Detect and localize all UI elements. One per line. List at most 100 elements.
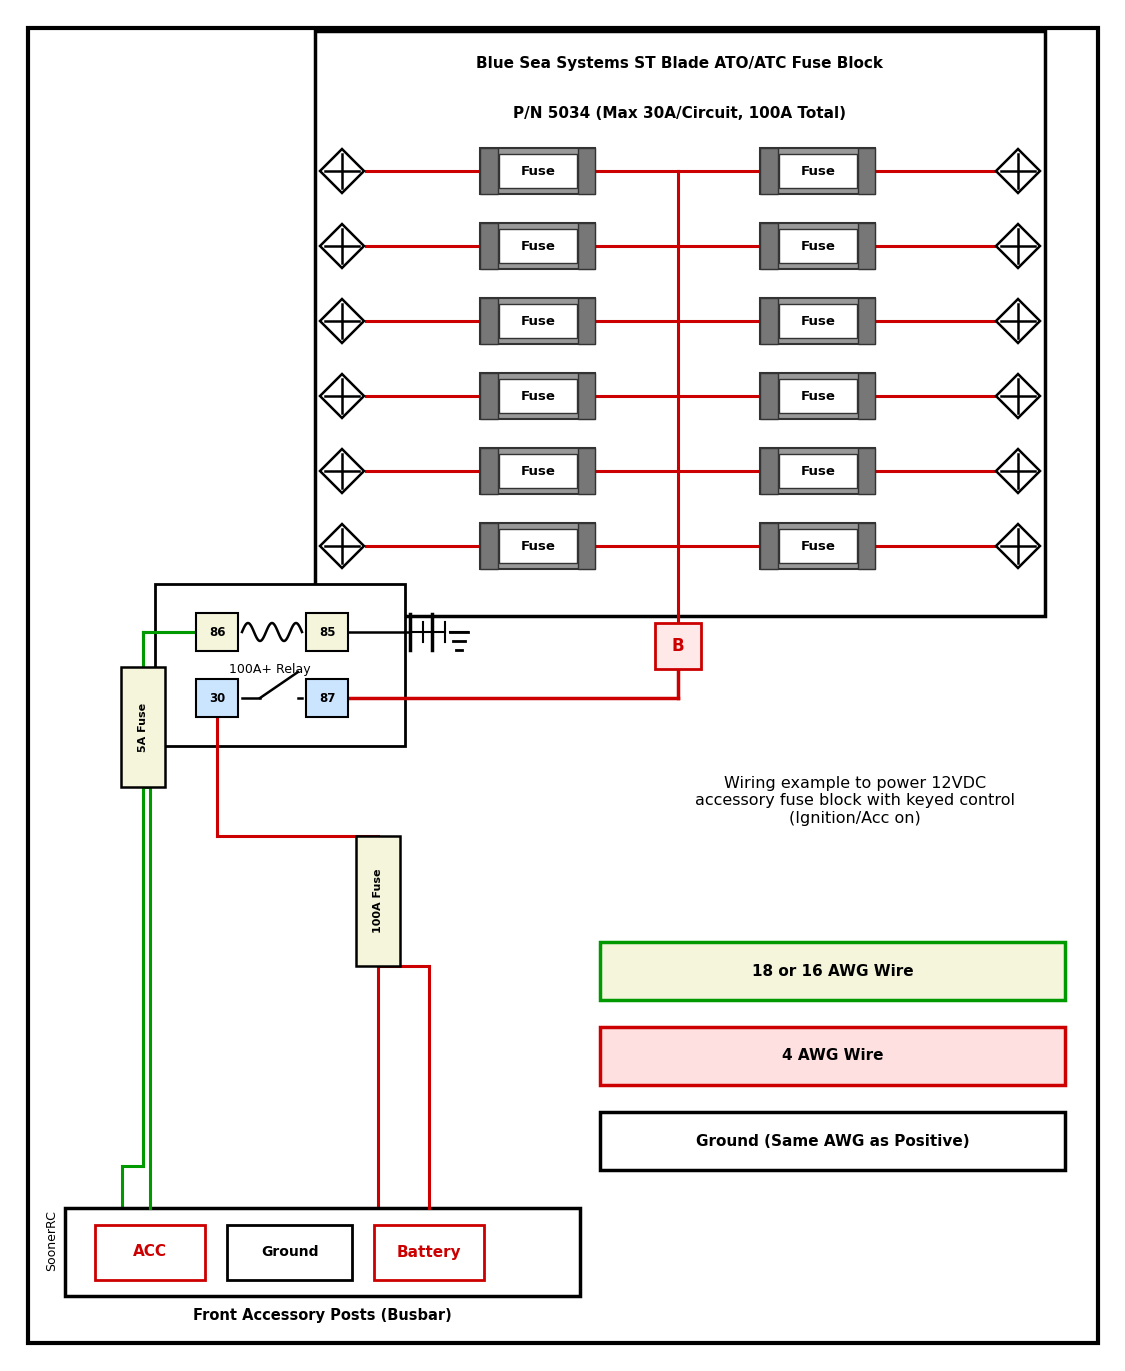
Bar [122, 668, 165, 787]
Bar [306, 613, 348, 651]
Bar [760, 298, 777, 344]
Text: Fuse: Fuse [521, 389, 556, 403]
Bar [778, 529, 857, 562]
Polygon shape [996, 149, 1040, 193]
Text: Ground: Ground [261, 1245, 318, 1259]
Bar [600, 1112, 1065, 1169]
Bar [480, 448, 595, 494]
Bar [196, 613, 238, 651]
Bar [480, 373, 595, 420]
Bar [480, 522, 497, 569]
Bar [858, 298, 875, 344]
Bar [760, 148, 875, 195]
Text: 87: 87 [318, 691, 335, 705]
Bar [760, 373, 777, 420]
Polygon shape [996, 299, 1040, 343]
Bar [480, 298, 497, 344]
Text: P/N 5034 (Max 30A/Circuit, 100A Total): P/N 5034 (Max 30A/Circuit, 100A Total) [513, 106, 846, 121]
Bar [306, 679, 348, 717]
Text: 4 AWG Wire: 4 AWG Wire [782, 1049, 883, 1064]
Polygon shape [996, 374, 1040, 418]
Text: 5A Fuse: 5A Fuse [138, 702, 148, 751]
Bar [374, 1224, 484, 1279]
Bar [155, 584, 405, 746]
Bar [480, 298, 595, 344]
Bar [760, 448, 875, 494]
Polygon shape [996, 524, 1040, 568]
Bar [315, 32, 1045, 616]
Polygon shape [319, 374, 364, 418]
Polygon shape [996, 223, 1040, 267]
Text: SoonerRC: SoonerRC [45, 1211, 58, 1271]
Bar [578, 373, 595, 420]
Text: Fuse: Fuse [521, 240, 556, 252]
Bar [578, 298, 595, 344]
Text: ACC: ACC [133, 1245, 166, 1260]
Text: 85: 85 [318, 625, 335, 639]
Text: 18 or 16 AWG Wire: 18 or 16 AWG Wire [752, 964, 914, 979]
Bar [480, 373, 497, 420]
Bar [778, 454, 857, 488]
Bar [600, 1027, 1065, 1084]
Bar [760, 298, 875, 344]
Text: Battery: Battery [397, 1245, 461, 1260]
Bar [578, 223, 595, 269]
Text: Fuse: Fuse [521, 314, 556, 328]
Text: 100A Fuse: 100A Fuse [374, 869, 382, 934]
Bar [480, 148, 595, 195]
Polygon shape [319, 149, 364, 193]
Bar [778, 229, 857, 263]
Bar [760, 223, 777, 269]
Polygon shape [996, 448, 1040, 494]
Bar [858, 373, 875, 420]
Text: 100A+ Relay: 100A+ Relay [229, 662, 310, 676]
Bar [858, 223, 875, 269]
Bar [578, 448, 595, 494]
Text: Fuse: Fuse [801, 314, 836, 328]
Bar [196, 679, 238, 717]
Bar [578, 522, 595, 569]
Bar [498, 529, 577, 562]
Bar [480, 148, 497, 195]
Bar [480, 522, 595, 569]
Text: Fuse: Fuse [801, 165, 836, 177]
Text: Blue Sea Systems ST Blade ATO/ATC Fuse Block: Blue Sea Systems ST Blade ATO/ATC Fuse B… [477, 56, 883, 71]
Bar [498, 380, 577, 413]
Bar [858, 448, 875, 494]
Bar [760, 448, 777, 494]
Text: Wiring example to power 12VDC
accessory fuse block with keyed control
(Ignition/: Wiring example to power 12VDC accessory … [695, 776, 1015, 825]
Bar [778, 380, 857, 413]
Text: Fuse: Fuse [801, 389, 836, 403]
Bar [760, 148, 777, 195]
Bar [480, 223, 595, 269]
Polygon shape [319, 299, 364, 343]
Text: Ground (Same AWG as Positive): Ground (Same AWG as Positive) [695, 1134, 970, 1149]
Polygon shape [319, 223, 364, 267]
Bar [498, 304, 577, 337]
Text: Fuse: Fuse [801, 540, 836, 553]
Bar [498, 229, 577, 263]
Bar [600, 942, 1065, 999]
Bar [760, 373, 875, 420]
Text: 86: 86 [209, 625, 225, 639]
Bar [356, 836, 400, 967]
Bar [498, 155, 577, 188]
Bar [858, 148, 875, 195]
Text: 30: 30 [209, 691, 225, 705]
Text: Fuse: Fuse [521, 465, 556, 477]
Bar [578, 148, 595, 195]
Text: Fuse: Fuse [801, 240, 836, 252]
Text: B: B [672, 638, 684, 655]
Bar [94, 1224, 205, 1279]
Bar [480, 448, 497, 494]
Bar [778, 155, 857, 188]
Text: Front Accessory Posts (Busbar): Front Accessory Posts (Busbar) [193, 1308, 452, 1323]
Bar [858, 522, 875, 569]
Bar [760, 223, 875, 269]
Text: Fuse: Fuse [801, 465, 836, 477]
Polygon shape [319, 448, 364, 494]
Bar [760, 522, 777, 569]
Bar [760, 522, 875, 569]
Bar [65, 1208, 580, 1296]
Bar [227, 1224, 352, 1279]
